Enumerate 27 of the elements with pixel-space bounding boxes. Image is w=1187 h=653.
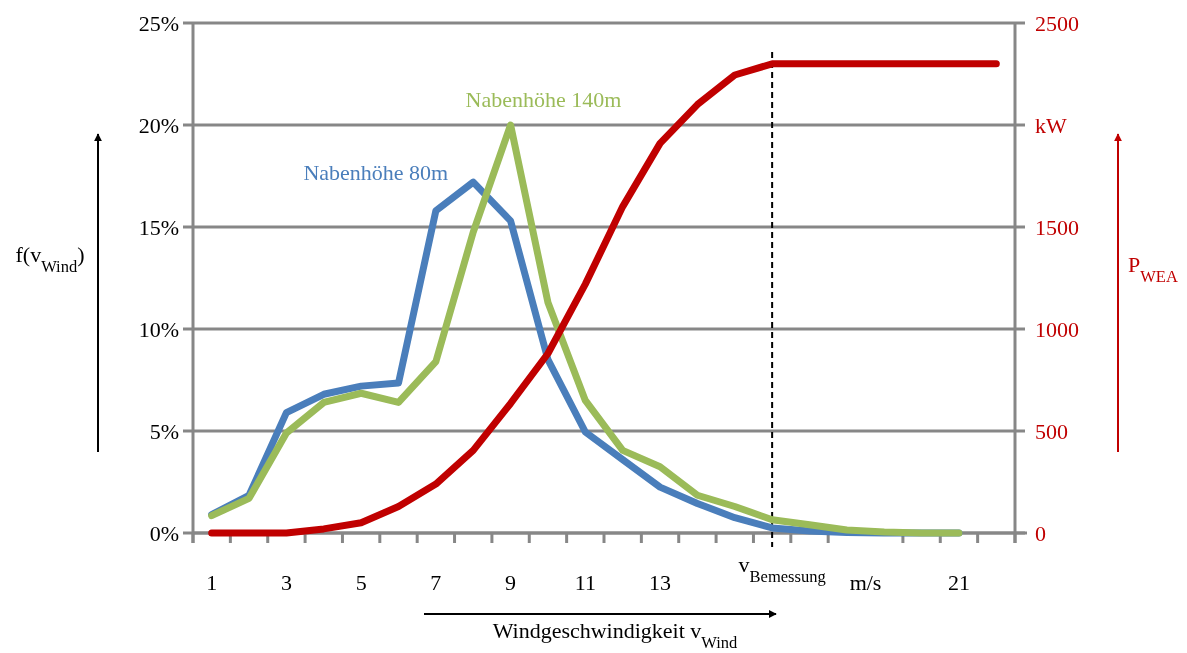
y-tick-label: 10%	[138, 317, 179, 342]
y2-tick-label: 500	[1035, 419, 1068, 444]
x-tick-label: 1	[206, 570, 218, 595]
y2-tick-label: 1500	[1035, 215, 1079, 240]
y-tick-label: 15%	[138, 215, 179, 240]
x-tick-label: 21	[947, 570, 970, 595]
x-tick-label: 3	[280, 570, 292, 595]
x-tick-label: m/s	[849, 570, 882, 595]
y2-tick-label: 1000	[1035, 317, 1079, 342]
y-tick-label: 0%	[149, 521, 179, 546]
y2-tick-label: 2500	[1035, 11, 1079, 36]
y-tick-label: 25%	[138, 11, 179, 36]
series-label: Nabenhöhe 140m	[465, 87, 622, 112]
y2-tick-label: 0	[1035, 521, 1046, 546]
ref-line-label: v$_{Bemessung}$	[738, 552, 826, 586]
series-label: Nabenhöhe 80m	[303, 160, 449, 186]
y2-tick-label: kW	[1035, 113, 1067, 138]
y-tick-label: 5%	[149, 419, 179, 444]
y2-axis-title: P$_{WEA}$	[1128, 252, 1178, 286]
x-tick-label: 11	[574, 570, 596, 595]
x-axis-title: Windgeschwindigkeit v$_{Wind}$	[492, 618, 739, 652]
x-tick-label: 13	[649, 570, 672, 595]
x-tick-label: 9	[505, 570, 517, 595]
y-axis-title: f(v$_{Wind}$)	[15, 242, 85, 276]
y-tick-label: 20%	[138, 113, 179, 138]
x-tick-label: 7	[430, 570, 442, 595]
x-tick-label: 5	[355, 570, 367, 595]
